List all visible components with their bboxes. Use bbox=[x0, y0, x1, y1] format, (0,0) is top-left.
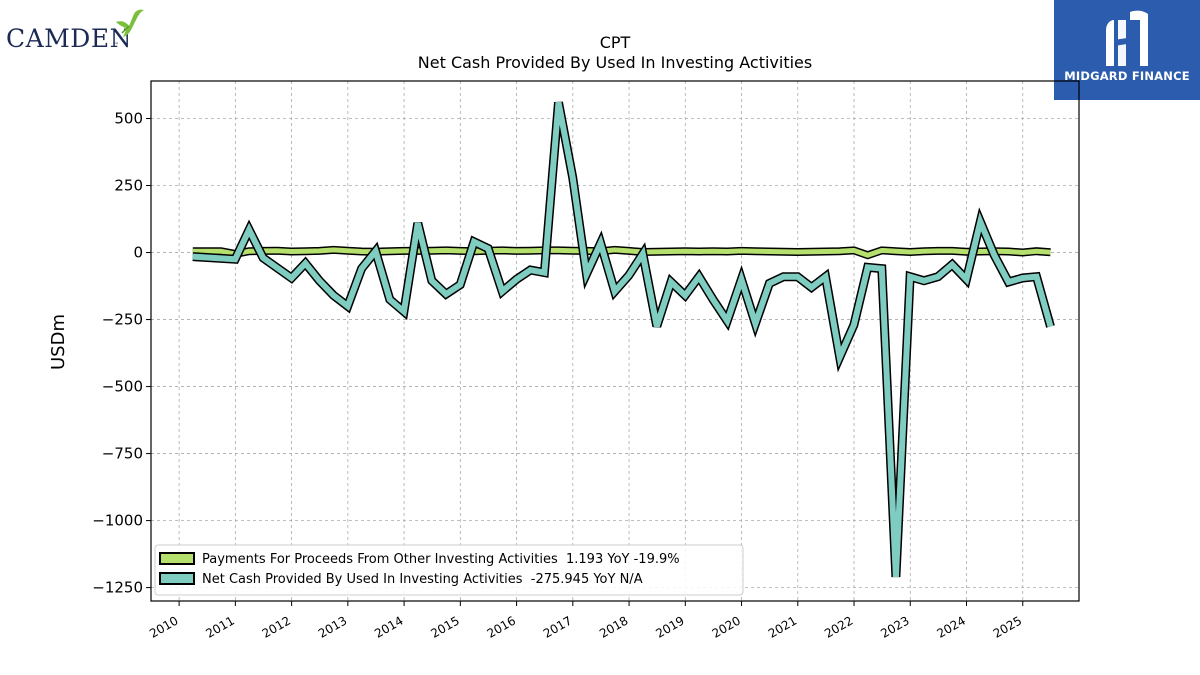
legend-label: Payments For Proceeds From Other Investi… bbox=[202, 552, 680, 567]
y-tick-label: −500 bbox=[102, 378, 143, 396]
midgard-finance-logo: MIDGARD FINANCE bbox=[1054, 0, 1200, 100]
chart-subtitle: Net Cash Provided By Used In Investing A… bbox=[418, 53, 812, 72]
x-tick-label: 2023 bbox=[878, 613, 911, 640]
x-tick-label: 2022 bbox=[822, 613, 855, 640]
y-tick-label: 250 bbox=[114, 177, 143, 195]
y-tick-label: −750 bbox=[102, 445, 143, 463]
midgard-emblem-icon bbox=[1106, 10, 1148, 66]
legend-label: Net Cash Provided By Used In Investing A… bbox=[202, 572, 643, 587]
series-2-outline bbox=[192, 101, 1055, 578]
x-tick-label: 2012 bbox=[260, 613, 293, 640]
y-axis-label: USDm bbox=[48, 314, 69, 370]
x-tick-label: 2011 bbox=[203, 613, 236, 640]
y-tick-label: −1250 bbox=[92, 579, 143, 597]
y-tick-label: 500 bbox=[114, 110, 143, 128]
series-layer bbox=[192, 101, 1055, 578]
x-tick-label: 2021 bbox=[766, 613, 799, 640]
plot-frame bbox=[150, 80, 1080, 602]
legend: Payments For Proceeds From Other Investi… bbox=[154, 544, 744, 596]
midgard-logo-text: MIDGARD FINANCE bbox=[1064, 69, 1190, 83]
y-tick-label: 0 bbox=[133, 244, 143, 262]
x-tick-label: 2013 bbox=[316, 613, 349, 640]
x-tick-label: 2015 bbox=[428, 613, 461, 640]
x-axis-ticks: 2010 2011 2012 2013 2014 2015 2016 2017 2018 2019… bbox=[147, 601, 1024, 641]
legend-box bbox=[154, 544, 744, 596]
legend-swatch bbox=[159, 552, 195, 565]
x-tick-label: 2010 bbox=[147, 613, 180, 640]
y-tick-label: −250 bbox=[102, 311, 143, 329]
x-tick-label: 2014 bbox=[372, 613, 405, 640]
x-tick-label: 2020 bbox=[710, 613, 743, 640]
x-tick-label: 2025 bbox=[991, 613, 1024, 640]
hummingbird-icon bbox=[116, 9, 144, 37]
y-tick-label: −1000 bbox=[92, 512, 143, 530]
x-tick-label: 2019 bbox=[653, 613, 686, 640]
series-2-line bbox=[192, 101, 1054, 578]
camden-logo: CAMDEN ™ bbox=[6, 6, 146, 56]
series-1-line bbox=[192, 247, 1051, 258]
trademark-mark: ™ bbox=[113, 42, 119, 49]
camden-logo-text: CAMDEN bbox=[6, 24, 132, 53]
y-axis-ticks: 500 250 0 −250 −500 −750 −1000 −1250 bbox=[92, 110, 151, 597]
chart-title: CPT bbox=[600, 33, 631, 52]
x-tick-label: 2017 bbox=[541, 613, 574, 640]
x-tick-label: 2018 bbox=[597, 613, 630, 640]
legend-swatch bbox=[159, 572, 195, 585]
x-tick-label: 2016 bbox=[485, 613, 518, 640]
x-tick-label: 2024 bbox=[935, 613, 968, 640]
grid-lines bbox=[151, 81, 1079, 601]
